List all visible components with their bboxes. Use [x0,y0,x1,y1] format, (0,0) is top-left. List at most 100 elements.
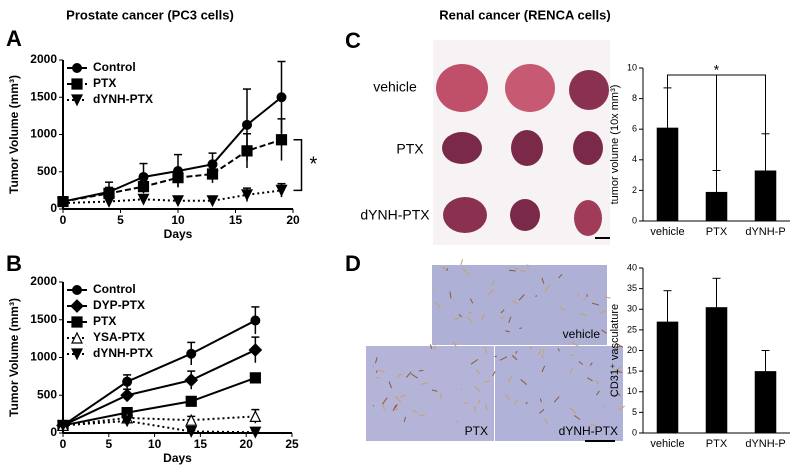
x-tick-label: 10 [171,213,185,227]
vessel [569,407,577,414]
vessel [456,420,459,424]
vessel [541,365,546,373]
y-tick-label: 4 [632,154,637,164]
histo-image [495,346,623,441]
tumor [443,197,487,233]
x-tick-label: 5 [117,213,124,227]
vessel [463,402,468,405]
x-tick-label: PTX [706,226,728,238]
vessel [605,296,611,299]
x-tick-label: 0 [60,213,67,227]
vessel [462,268,470,276]
marker [248,343,263,357]
vessel [520,270,527,273]
x-tick-label: 0 [60,437,67,451]
tumor [510,199,540,231]
vessel [375,370,378,373]
vessel [434,345,436,351]
vessel [541,277,545,284]
series-line [62,349,256,427]
vessel [616,391,621,397]
heading: Prostate cancer (PC3 cells) [66,7,234,22]
y-tick-label: 6 [632,124,637,134]
vessel [616,369,623,374]
legend-label: YSA-PTX [93,330,145,344]
vessel [512,300,519,305]
vessel [449,291,452,299]
histo-label: vehicle [563,327,601,341]
marker [137,181,150,193]
vessel [421,382,429,385]
y-tick-label: 25 [627,324,637,334]
vessel [485,404,488,411]
vessel [397,373,403,378]
panel-letter: C [345,28,361,53]
vessel [403,416,407,423]
vessel [508,316,512,323]
vessel [499,356,508,361]
vessel [432,288,435,291]
marker [71,331,83,344]
marker [71,348,83,361]
vessel [470,358,479,365]
legend-label: dYNH-PTX [93,92,153,106]
vessel [526,264,530,268]
marker [103,187,115,199]
vessel [460,259,464,266]
x-tick-label: 20 [240,437,254,451]
vessel [487,289,494,296]
vessel [587,377,593,382]
vessel [474,386,481,392]
series-line [62,415,256,427]
vessel [577,293,580,297]
y-axis-label: Tumor Volume (mm³) [7,298,21,417]
vessel [508,269,516,272]
vessel [539,398,542,403]
marker [137,193,150,206]
tumor [505,64,555,112]
photo-label: vehicle [373,79,417,95]
marker [275,184,288,197]
photo-label: PTX [396,141,424,157]
vessel [511,355,518,361]
marker [57,419,69,432]
vessel [539,408,545,414]
y-tick-label: 8 [632,93,637,103]
x-tick-label: PTX [706,438,728,450]
vessel [474,405,477,412]
vessel [372,405,375,407]
y-tick-label: 500 [37,387,57,401]
vessel [618,405,625,411]
vessel [475,369,481,374]
vessel [374,357,378,364]
vessel [467,316,473,324]
vessel [411,409,417,413]
marker [70,299,84,313]
marker [249,372,261,384]
y-tick-label: 5 [632,407,637,417]
marker [206,168,219,180]
tumor [569,70,609,110]
y-tick-label: 2000 [30,52,57,66]
vessel [431,389,438,392]
vessel [507,375,513,383]
y-tick-label: 40 [627,262,637,272]
x-tick-label: vehicle [650,438,684,450]
vessel [520,379,528,386]
vessel [484,380,490,383]
x-tick-label: 10 [148,437,162,451]
y-tick-label: 2000 [30,274,57,288]
marker [72,285,82,295]
marker [186,348,197,359]
vessel [535,295,538,297]
tumor [436,64,488,112]
y-tick-label: 10 [627,386,637,396]
x-tick-label: vehicle [650,226,684,238]
marker [185,413,198,426]
legend-label: dYNH-PTX [93,346,153,360]
vessel [544,284,550,292]
marker [172,172,184,184]
vessel [595,380,599,385]
vessel [591,302,600,306]
vessel [481,313,485,320]
